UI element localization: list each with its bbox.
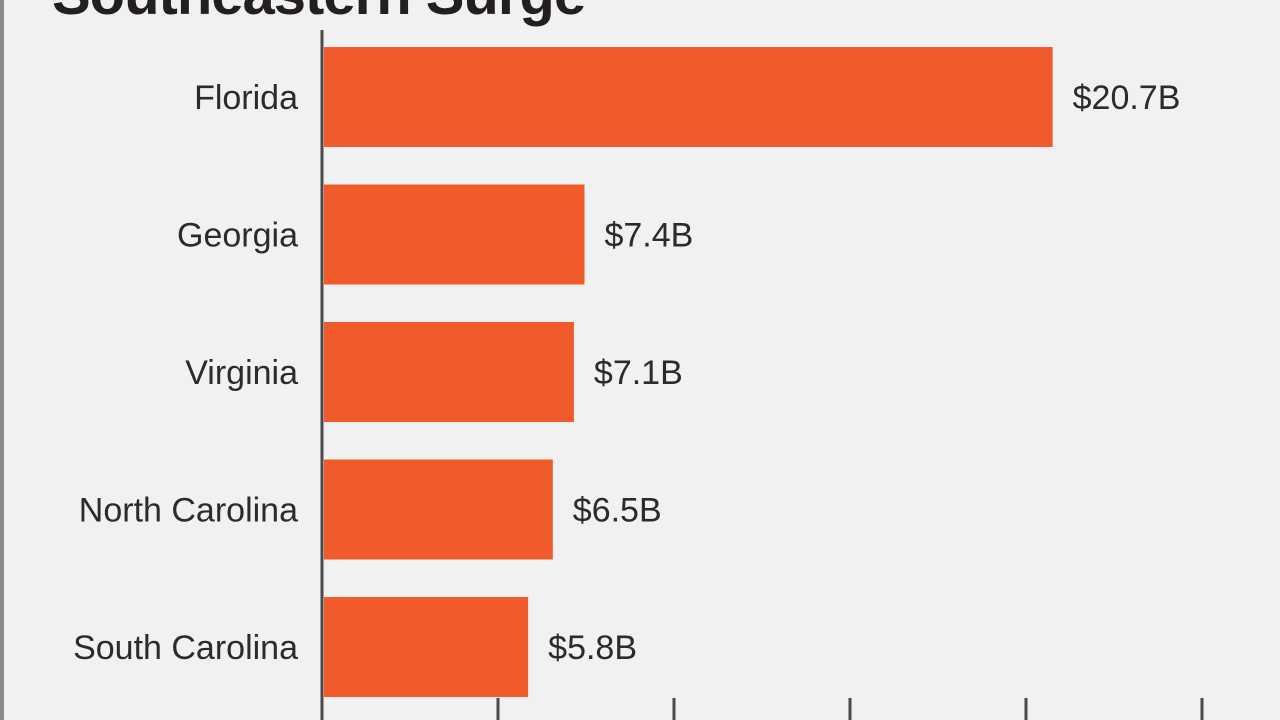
category-label-south-carolina: South Carolina bbox=[73, 629, 298, 667]
bar-florida bbox=[324, 47, 1053, 147]
category-label-florida: Florida bbox=[194, 79, 298, 117]
category-label-north-carolina: North Carolina bbox=[79, 492, 298, 530]
value-label-south-carolina: $5.8B bbox=[548, 629, 637, 667]
category-label-georgia: Georgia bbox=[177, 217, 298, 255]
value-label-florida: $20.7B bbox=[1073, 79, 1181, 117]
chart-title: Southeastern Surge bbox=[52, 0, 586, 24]
category-label-virginia: Virginia bbox=[185, 354, 298, 392]
value-label-north-carolina: $6.5B bbox=[573, 492, 662, 530]
bar-georgia bbox=[324, 184, 585, 285]
bar-south-carolina bbox=[324, 597, 529, 697]
value-label-virginia: $7.1B bbox=[594, 354, 683, 392]
bar-north-carolina bbox=[324, 459, 553, 560]
left-border bbox=[0, 0, 4, 720]
bar-virginia bbox=[324, 322, 574, 422]
value-label-georgia: $7.4B bbox=[604, 217, 693, 255]
